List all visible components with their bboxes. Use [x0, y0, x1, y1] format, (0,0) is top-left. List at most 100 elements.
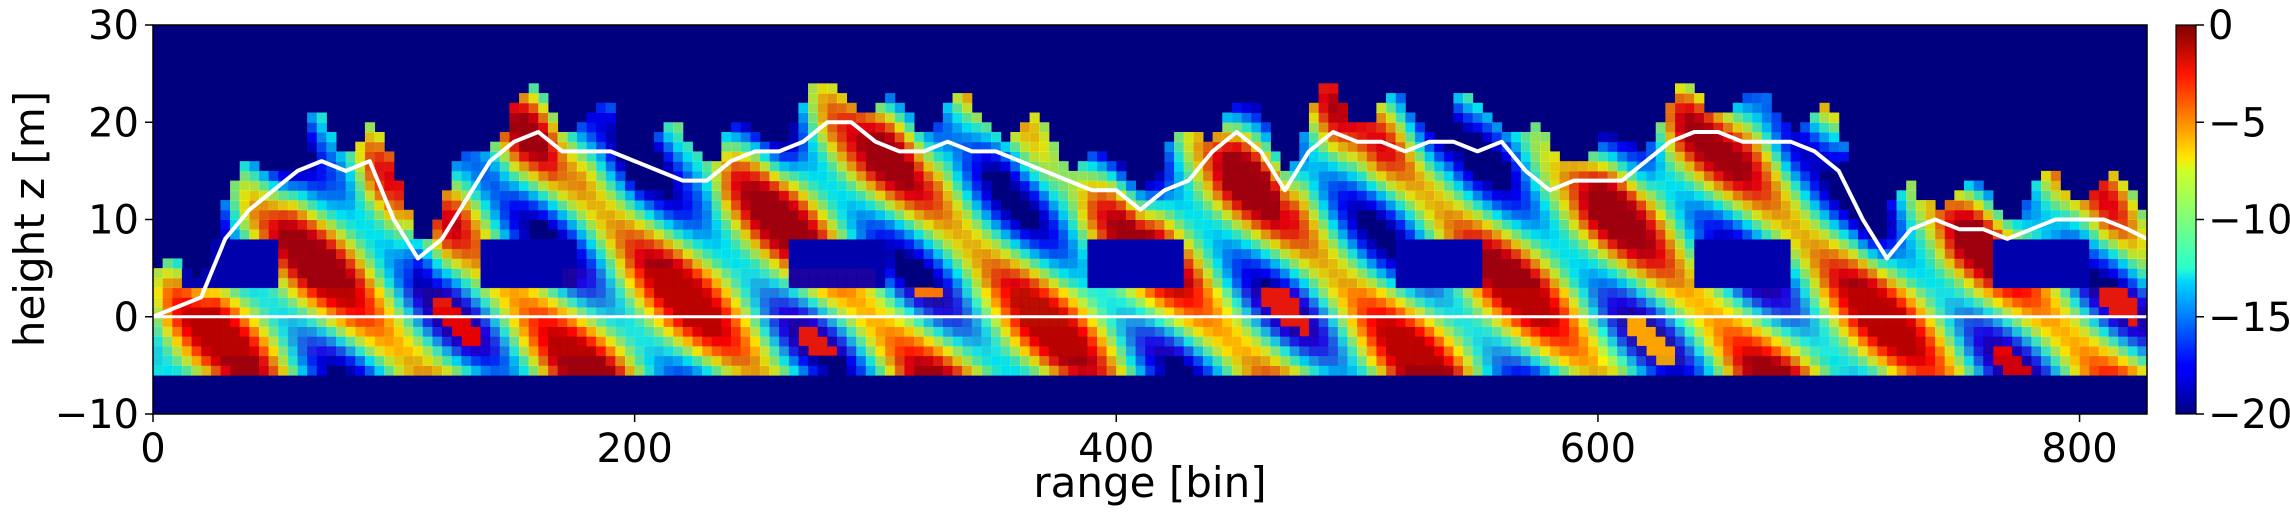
heatmap-cell: [576, 355, 587, 366]
heatmap-cell: [1809, 238, 1820, 250]
heatmap-cell: [1482, 229, 1493, 240]
heatmap-cell: [1607, 258, 1618, 269]
heatmap-cell: [1665, 258, 1676, 269]
heatmap-cell: [885, 131, 896, 143]
heatmap-cell: [403, 268, 414, 279]
heatmap-cell: [2021, 229, 2032, 240]
heatmap-cell: [615, 297, 626, 308]
heatmap-cell: [1848, 365, 1859, 376]
heatmap-cell: [1097, 297, 1108, 308]
heatmap-cell: [1838, 345, 1849, 357]
heatmap-cell: [230, 365, 241, 376]
heatmap-cell: [1646, 268, 1657, 279]
heatmap-cell: [1809, 200, 1820, 211]
heatmap-cell: [528, 316, 539, 327]
heatmap-cell: [1386, 307, 1397, 318]
heatmap-cell: [162, 355, 173, 366]
heatmap-cell: [1453, 248, 1464, 259]
heatmap-cell: [1231, 151, 1243, 162]
heatmap-cell: [711, 355, 722, 366]
heatmap-cell: [625, 307, 636, 318]
heatmap-cell: [557, 131, 568, 143]
heatmap-cell: [1800, 209, 1811, 220]
heatmap-cell: [1636, 200, 1647, 211]
heatmap-cell: [1434, 200, 1445, 211]
heatmap-cell: [817, 219, 828, 230]
heatmap-cell: [1299, 277, 1310, 289]
y-tick-label: 10: [88, 198, 139, 244]
heatmap-cell: [287, 268, 298, 279]
heatmap-cell: [1626, 307, 1637, 318]
heatmap-cell: [1212, 190, 1223, 201]
heatmap-cell: [663, 209, 674, 220]
heatmap-cell: [1029, 355, 1040, 366]
heatmap-cell: [1732, 141, 1743, 152]
heatmap-cell: [576, 170, 587, 182]
heatmap-cell: [1520, 336, 1531, 347]
heatmap-cell: [865, 268, 876, 279]
heatmap-cell: [1241, 131, 1252, 143]
heatmap-cell: [846, 307, 857, 318]
heatmap-cell: [1212, 345, 1223, 357]
heatmap-cell: [278, 170, 289, 182]
heatmap-cell: [634, 258, 645, 269]
heatmap-cell: [788, 316, 799, 327]
heatmap-cell: [1241, 190, 1252, 201]
heatmap-cell: [1386, 336, 1397, 347]
heatmap-cell: [759, 161, 771, 172]
heatmap-cell: [740, 355, 751, 366]
heatmap-cell: [1703, 180, 1715, 191]
heatmap-cell: [1347, 248, 1358, 259]
heatmap-cell: [2098, 345, 2109, 357]
heatmap-cell: [220, 355, 231, 366]
heatmap-cell: [461, 287, 472, 298]
heatmap-cell: [1877, 297, 1888, 308]
heatmap-cell: [1569, 287, 1580, 298]
heatmap-cell: [644, 326, 655, 337]
heatmap-cell: [1000, 287, 1011, 298]
heatmap-cell: [1048, 141, 1059, 152]
heatmap-cell: [1732, 112, 1743, 123]
heatmap-cell: [1058, 209, 1069, 220]
heatmap-cell: [287, 326, 298, 337]
heatmap-cell: [1520, 151, 1531, 162]
heatmap-cell: [2021, 258, 2032, 269]
heatmap-cell: [1472, 336, 1483, 347]
heatmap-cell: [1896, 277, 1907, 289]
heatmap-cell: [798, 209, 809, 220]
heatmap-cell: [1935, 336, 1946, 347]
heatmap-cell: [1540, 238, 1551, 250]
heatmap-cell: [1482, 180, 1493, 191]
heatmap-cell: [779, 180, 790, 191]
heatmap-cell: [634, 287, 645, 298]
heatmap-cell: [1703, 287, 1715, 298]
heatmap-cell: [1973, 336, 1984, 347]
heatmap-cell: [1308, 345, 1320, 357]
heatmap-cell: [1655, 131, 1666, 143]
heatmap-cell: [1241, 209, 1252, 220]
heatmap-cell: [1405, 326, 1416, 337]
heatmap-cell: [509, 151, 520, 162]
heatmap-cell: [1906, 345, 1917, 357]
heatmap-cell: [1231, 307, 1243, 318]
heatmap-cell: [1790, 170, 1801, 182]
heatmap-cell: [586, 326, 597, 337]
heatmap-cell: [1077, 316, 1088, 327]
heatmap-cell: [808, 200, 819, 211]
heatmap-cell: [740, 219, 751, 230]
heatmap-cell: [1838, 248, 1849, 259]
heatmap-cell: [1463, 219, 1474, 230]
heatmap-cell: [1511, 219, 1522, 230]
heatmap-cell: [904, 229, 915, 240]
heatmap-cell: [1858, 248, 1869, 259]
heatmap-cell: [1357, 200, 1368, 211]
heatmap-cell: [1790, 336, 1801, 347]
heatmap-cell: [673, 170, 684, 182]
heatmap-cell: [538, 161, 549, 172]
heatmap-cell: [470, 170, 482, 182]
heatmap-cell: [885, 219, 896, 230]
heatmap-cell: [1501, 219, 1512, 230]
heatmap-cell: [673, 355, 684, 366]
heatmap-cell: [1655, 219, 1666, 230]
heatmap-cell: [1405, 258, 1416, 269]
